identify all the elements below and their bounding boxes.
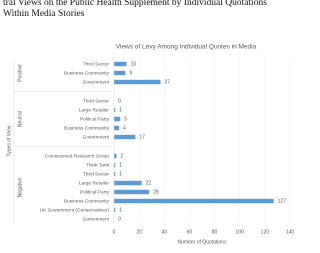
value-label: 9 (129, 70, 132, 76)
x-tick-label: 120 (261, 229, 270, 235)
x-tick-label: 60 (187, 229, 193, 235)
value-label: 2 (121, 153, 124, 159)
value-label: 0 (118, 216, 121, 222)
category-label: Think Tank (86, 162, 110, 168)
category-label: Business Community (64, 198, 110, 204)
value-label: 17 (139, 134, 145, 140)
bar (114, 116, 121, 122)
value-label: 5 (124, 116, 127, 122)
value-label: 127 (278, 198, 287, 204)
bar (114, 180, 142, 186)
group-label: Positive (17, 64, 23, 82)
category-label: Third Sector (83, 171, 110, 177)
value-label: 1 (119, 162, 122, 168)
value-label: 0 (118, 98, 121, 104)
value-label: 1 (119, 207, 122, 213)
bar (114, 125, 120, 131)
category-label: Large Retailer (79, 107, 110, 113)
group-label: Neutral (17, 111, 23, 127)
category-label: Large Retailer (79, 180, 110, 186)
category-label: Government (83, 216, 110, 222)
x-tick-label: 100 (236, 229, 245, 235)
caption-line: tral Views on the Public Health Suppleme… (3, 0, 267, 8)
bar (114, 61, 127, 67)
caption-line: Within Media Stories (3, 9, 85, 19)
value-label: 1 (119, 107, 122, 113)
value-label: 1 (119, 171, 122, 177)
x-tick-label: 20 (136, 229, 142, 235)
bar (114, 70, 126, 76)
value-label: 4 (123, 125, 126, 131)
chart-title: Views of Levy Among Individual Quotes in… (116, 44, 257, 51)
category-label: Business Community (64, 70, 110, 76)
bar (114, 198, 274, 204)
category-label: Political Party (80, 116, 110, 122)
x-axis-label: Number of Quotations (178, 239, 227, 245)
bar (114, 79, 161, 85)
value-label: 10 (131, 61, 137, 67)
x-tick-label: 140 (286, 229, 295, 235)
bar (114, 153, 117, 159)
category-label: Third Sector (83, 61, 110, 67)
x-tick-label: 80 (212, 229, 218, 235)
bar (114, 107, 116, 113)
category-label: Business Community (64, 125, 110, 131)
value-label: 22 (146, 180, 152, 186)
bar (114, 171, 116, 177)
category-label: Government (83, 134, 110, 140)
x-tick-label: 40 (162, 229, 168, 235)
category-label: UK Government (Conservatives) (40, 207, 110, 213)
bar (114, 162, 116, 168)
bar (114, 207, 116, 213)
y-axis-label: Types of View (6, 125, 12, 156)
page: tral Views on the Public Health Suppleme… (3, 0, 295, 246)
group-label: Negative (17, 177, 23, 197)
category-label: Government (83, 79, 110, 85)
bar (114, 134, 136, 140)
x-tick-label: 0 (113, 229, 116, 235)
value-label: 37 (165, 79, 171, 85)
chart: Views of Levy Among Individual Quotes in… (6, 44, 295, 246)
category-label: Comissioned Research Group (45, 153, 110, 159)
value-label: 28 (153, 189, 159, 195)
category-label: Political Party (80, 189, 110, 195)
category-label: Third Sector (83, 98, 110, 104)
bar (114, 189, 150, 195)
